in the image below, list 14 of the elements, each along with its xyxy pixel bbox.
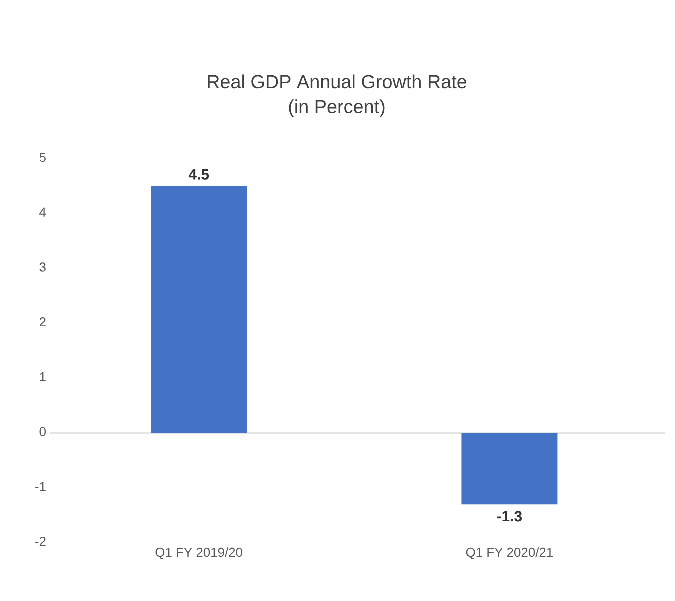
y-tick-label: 3	[40, 262, 46, 272]
data-label: -1.3	[497, 511, 522, 522]
x-tick-label: Q1 FY 2020/21	[466, 548, 553, 560]
data-label: 4.5	[188, 169, 210, 180]
x-tick-label: Q1 FY 2019/20	[156, 548, 242, 560]
y-tick-label: -1	[36, 482, 46, 492]
y-tick-label: 4	[40, 208, 46, 217]
y-tick-label: 1	[40, 372, 46, 382]
chart-title: Real GDP Annual Growth Rate	[208, 74, 467, 89]
y-tick-label: 0	[40, 427, 46, 436]
chart-subtitle: (in Percent)	[289, 100, 385, 118]
y-tick-label: -2	[36, 536, 46, 546]
y-tick-label: 2	[40, 318, 46, 327]
y-tick-label: 5	[40, 153, 46, 162]
